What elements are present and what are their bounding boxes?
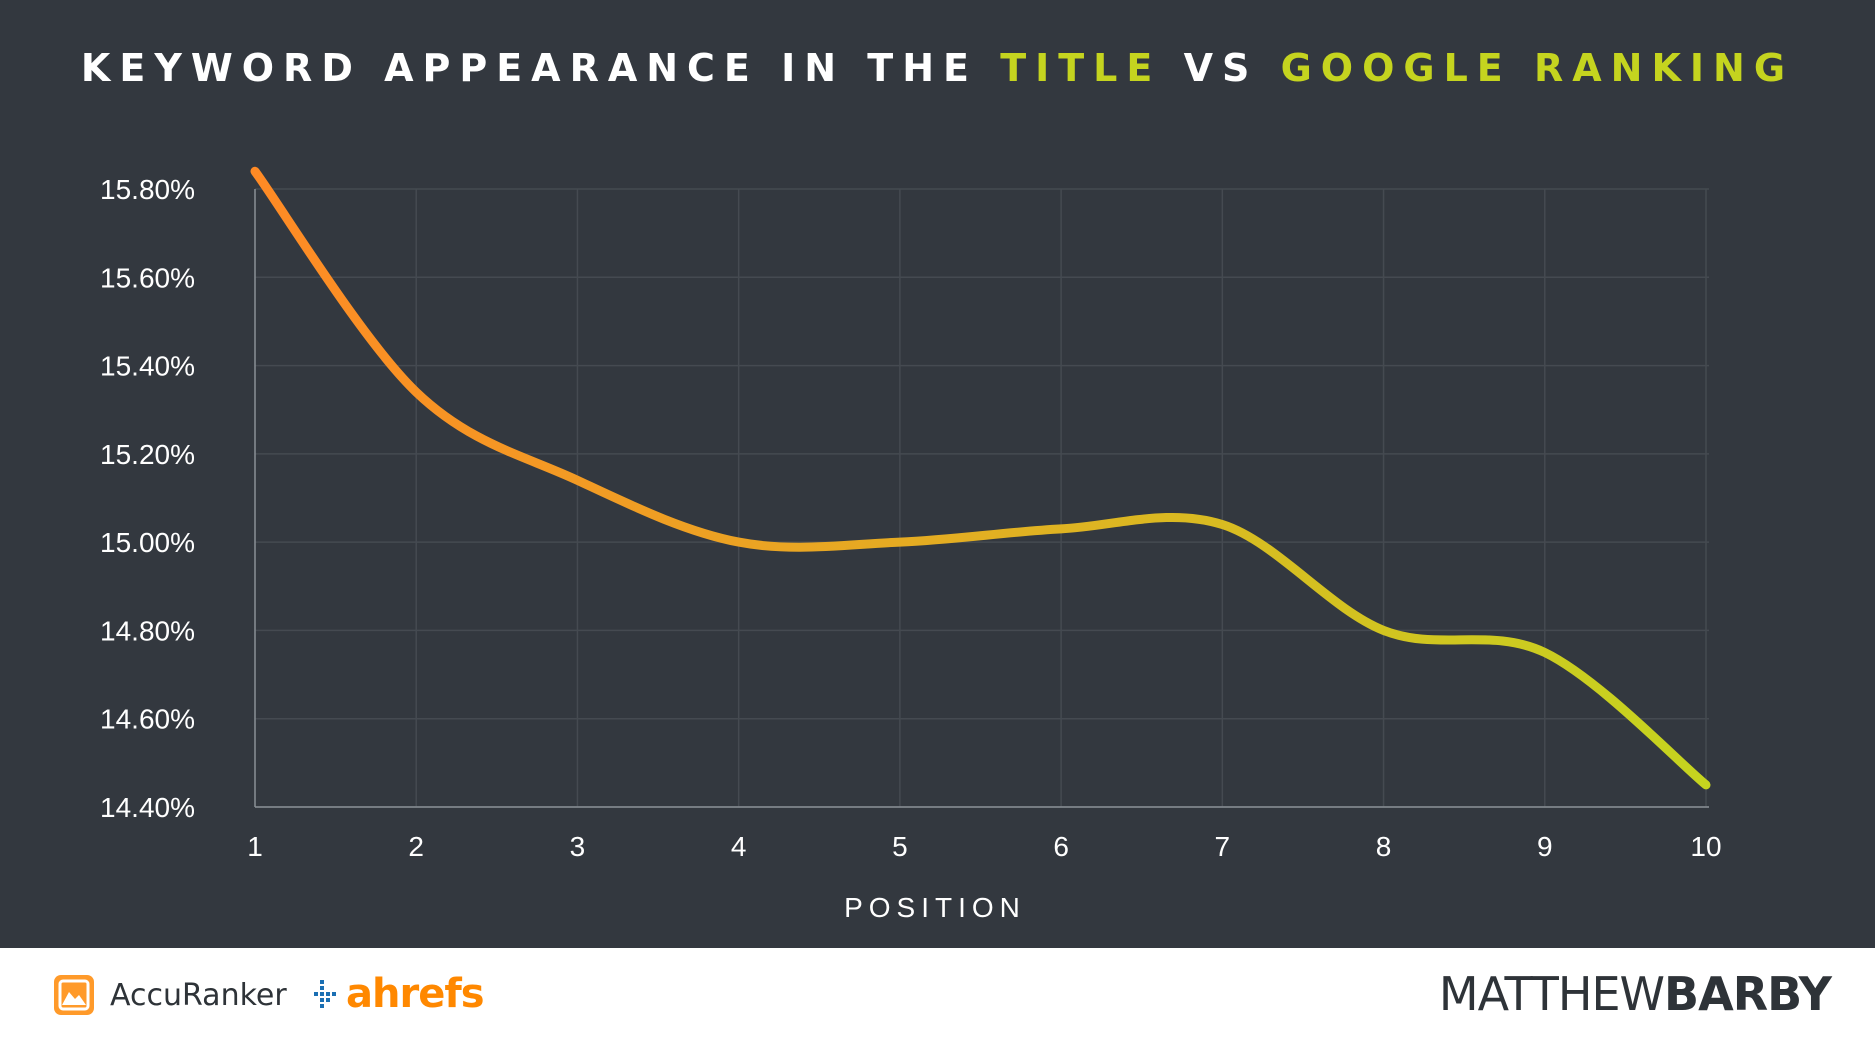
y-tick-label: 15.80%	[100, 174, 195, 205]
x-tick-label: 5	[892, 831, 908, 862]
chart-panel	[0, 0, 1875, 948]
y-tick-label: 15.20%	[100, 439, 195, 470]
accuranker-icon	[54, 975, 94, 1015]
title-part-1: KEYWORD APPEARANCE IN THE	[80, 46, 1001, 90]
line-chart: 14.40% 14.60% 14.80% 15.00% 15.20% 15.40% 15.6…	[100, 166, 1722, 923]
y-tick-label: 15.00%	[100, 527, 195, 558]
title-highlight-ranking: GOOGLE RANKING	[1280, 46, 1795, 90]
x-axis-label: POSITION	[844, 892, 1026, 923]
x-tick-label: 1	[247, 831, 263, 862]
y-tick-label: 15.40%	[100, 351, 195, 382]
x-tick-label: 4	[731, 831, 747, 862]
matthew-barby-logo: MATTHEW BARBY	[1438, 966, 1832, 1022]
x-tick-label: 2	[408, 831, 424, 862]
y-tick-label: 14.80%	[100, 615, 195, 646]
title-highlight-title: TITLE	[1000, 46, 1162, 90]
x-tick-label: 6	[1053, 831, 1069, 862]
ahrefs-logo: ahrefs	[310, 970, 485, 1018]
accuranker-text: AccuRanker	[110, 977, 287, 1013]
x-tick-label: 9	[1537, 831, 1553, 862]
x-tick-label: 8	[1376, 831, 1392, 862]
y-axis-ticks: 14.40% 14.60% 14.80% 15.00% 15.20% 15.40% 15.6…	[100, 174, 195, 823]
x-tick-label: 7	[1215, 831, 1231, 862]
grid-lines	[254, 188, 1709, 808]
ahrefs-icon	[314, 980, 336, 1008]
y-tick-label: 14.60%	[100, 704, 195, 735]
chart-title: KEYWORD APPEARANCE IN THE TITLE VS GOOGL…	[0, 46, 1875, 90]
x-axis-ticks: 1 2 3 4 5 6 7 8 9 10	[247, 831, 1721, 862]
y-tick-label: 14.40%	[100, 792, 195, 823]
author-last: BARBY	[1664, 967, 1832, 1021]
title-part-2: VS	[1161, 46, 1281, 90]
accuranker-logo: AccuRanker	[54, 973, 287, 1017]
footer: AccuRanker ahrefs MATTHEW BARBY	[0, 948, 1875, 1042]
series-line	[250, 166, 1711, 790]
ahrefs-text: ahrefs	[346, 971, 485, 1017]
y-tick-label: 15.60%	[100, 262, 195, 293]
x-tick-label: 10	[1690, 831, 1721, 862]
x-tick-label: 3	[570, 831, 586, 862]
author-first: MATTHEW	[1438, 967, 1665, 1021]
